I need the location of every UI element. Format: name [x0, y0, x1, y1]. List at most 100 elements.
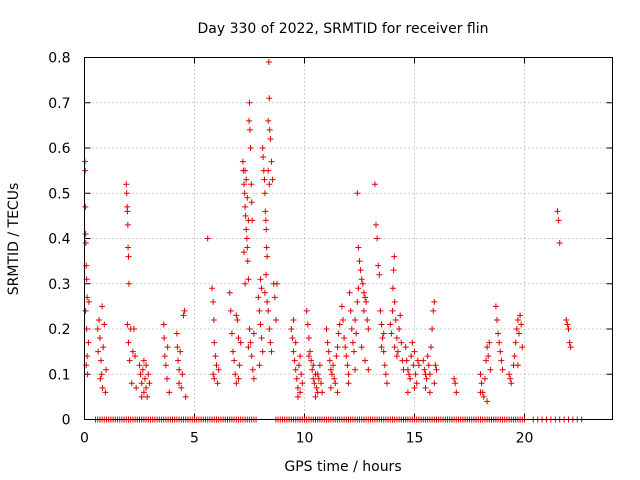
- data-point: [513, 326, 520, 332]
- data-point: [266, 95, 273, 102]
- data-point: [480, 393, 487, 400]
- data-point: [274, 280, 280, 287]
- data-point: [96, 335, 103, 342]
- data-point: [257, 321, 264, 328]
- data-point: [396, 326, 403, 332]
- data-point: [181, 307, 188, 314]
- data-point: [265, 59, 272, 66]
- data-point: [241, 181, 247, 188]
- data-point: [271, 294, 278, 301]
- data-point: [250, 330, 257, 337]
- data-point: [355, 285, 362, 292]
- data-point: [336, 321, 343, 328]
- data-point: [556, 240, 563, 247]
- data-point: [290, 316, 297, 323]
- data-point: [345, 380, 352, 387]
- data-point: [308, 357, 315, 364]
- data-point: [259, 348, 266, 355]
- data-point: [131, 326, 137, 332]
- data-point: [265, 167, 272, 174]
- data-point: [260, 154, 267, 161]
- data-point: [292, 366, 299, 373]
- data-point: [247, 145, 254, 151]
- data-point: [484, 398, 491, 405]
- data-point: [378, 321, 385, 328]
- data-point: [310, 362, 317, 369]
- data-point: [146, 380, 153, 387]
- data-point: [237, 339, 244, 346]
- data-point: [360, 307, 367, 314]
- data-point: [343, 353, 350, 360]
- data-point: [431, 380, 438, 387]
- y-tick-label: 0.4: [48, 232, 70, 248]
- data-point: [125, 244, 132, 251]
- data-point: [261, 289, 268, 296]
- y-tick-label: 0.8: [48, 51, 70, 67]
- data-point: [425, 362, 432, 369]
- data-point: [507, 375, 514, 382]
- data-point: [499, 366, 506, 373]
- data-point: [249, 217, 256, 224]
- data-point: [204, 235, 211, 242]
- y-tick-label: 0.5: [48, 186, 70, 202]
- data-point: [249, 366, 256, 373]
- data-point: [264, 253, 271, 260]
- data-point: [209, 285, 216, 292]
- data-point: [486, 339, 493, 346]
- data-point: [313, 384, 320, 391]
- data-point: [481, 375, 488, 382]
- data-point: [311, 380, 318, 387]
- data-point: [305, 335, 312, 342]
- data-point: [323, 326, 330, 332]
- data-point: [175, 357, 181, 364]
- data-point: [233, 312, 240, 319]
- data-point: [176, 380, 183, 387]
- data-point: [477, 389, 484, 396]
- data-point: [384, 380, 390, 387]
- data-point: [232, 371, 239, 378]
- data-point: [246, 99, 253, 106]
- x-axis-label: GPS time / hours: [284, 459, 401, 475]
- y-tick-label: 0.3: [48, 277, 70, 293]
- data-point: [247, 339, 254, 346]
- data-point: [85, 298, 92, 305]
- data-point: [102, 389, 109, 396]
- data-point: [97, 375, 104, 382]
- data-point: [103, 366, 110, 373]
- data-point: [256, 362, 263, 369]
- data-point: [342, 344, 349, 351]
- data-point: [329, 371, 335, 378]
- data-point: [82, 230, 89, 237]
- x-axis: 0 5 10 15 20: [80, 57, 533, 447]
- data-point: [410, 362, 417, 369]
- data-point: [178, 384, 185, 391]
- data-point: [508, 380, 515, 387]
- data-point: [318, 380, 324, 387]
- data-point: [164, 344, 171, 351]
- data-point: [139, 366, 146, 373]
- data-point: [228, 330, 235, 337]
- data-point: [266, 181, 273, 188]
- data-point: [496, 339, 503, 346]
- data-point: [360, 289, 367, 296]
- data-point: [352, 316, 359, 323]
- data-point: [353, 330, 360, 337]
- data-point: [243, 235, 250, 242]
- data-point: [291, 357, 298, 364]
- data-point: [398, 339, 405, 346]
- data-point: [346, 289, 353, 296]
- data-point: [498, 357, 505, 364]
- data-point: [316, 362, 323, 369]
- data-point: [373, 221, 379, 228]
- y-tick-label: 0: [62, 413, 71, 429]
- data-point: [404, 366, 411, 373]
- data-point: [357, 267, 364, 274]
- data-point: [82, 307, 89, 314]
- data-point: [268, 158, 275, 165]
- data-point: [364, 316, 371, 323]
- data-point: [82, 203, 89, 210]
- data-point: [233, 380, 240, 387]
- data-point: [294, 384, 301, 391]
- data-point: [406, 371, 412, 378]
